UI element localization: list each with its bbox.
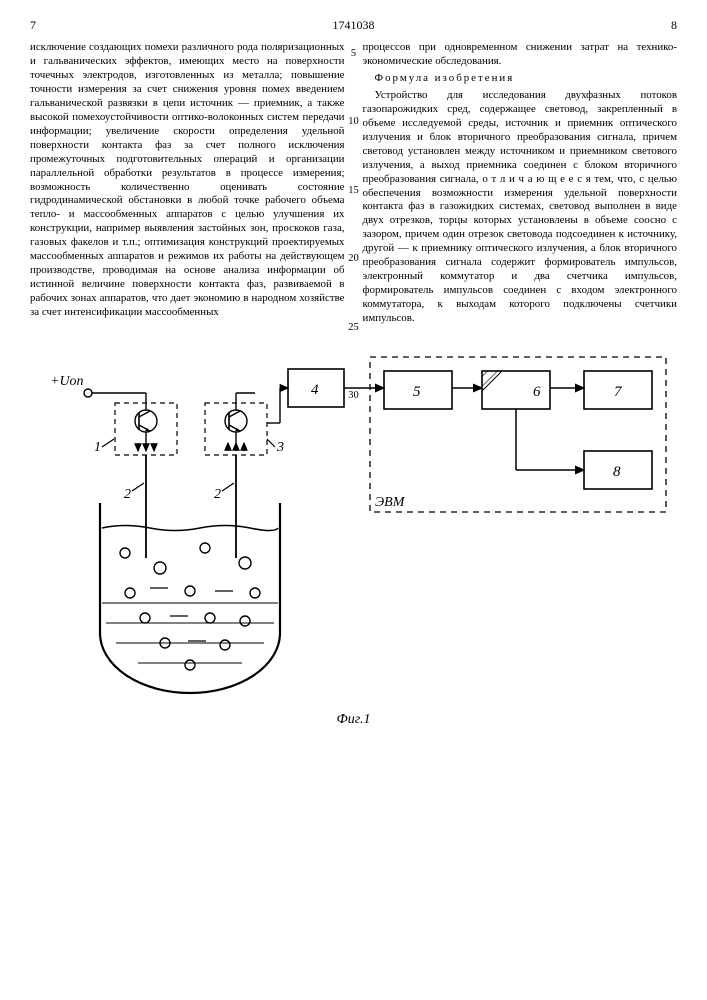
page-header: 7 1741038 8 xyxy=(30,18,677,33)
line-number-gutter: 5 10 15 20 25 30 xyxy=(348,47,359,403)
callout-3: 3 xyxy=(276,440,284,455)
body-paragraph: Устройство для исследования двухфазных п… xyxy=(363,89,678,326)
block-6-label: 6 xyxy=(533,384,541,400)
emitter-block xyxy=(115,399,177,455)
line-number: 30 xyxy=(348,389,359,402)
line-number: 20 xyxy=(348,252,359,265)
document-number: 1741038 xyxy=(70,18,637,33)
page-number-right: 8 xyxy=(637,18,677,33)
two-column-text: 5 10 15 20 25 30 исключение создающих по… xyxy=(30,41,677,329)
left-column: исключение создающих помехи различного р… xyxy=(30,41,345,329)
line-number: 5 xyxy=(351,47,356,60)
section-title: Формула изобретения xyxy=(363,72,678,86)
evm-label: ЭВМ xyxy=(375,495,406,510)
figure-caption: Фиг.1 xyxy=(30,712,677,728)
line-number: 15 xyxy=(348,184,359,197)
callout-2a: 2 xyxy=(124,487,131,502)
line-number: 10 xyxy=(348,115,359,128)
block-8-label: 8 xyxy=(613,464,621,480)
callout-1: 1 xyxy=(94,440,101,455)
block-4-label: 4 xyxy=(311,382,319,398)
right-column: процессов при одновременном снижении зат… xyxy=(363,41,678,329)
callout-2b: 2 xyxy=(214,487,221,502)
voltage-label: +Uоп xyxy=(50,374,84,389)
body-paragraph: исключение создающих помехи различного р… xyxy=(30,41,345,320)
body-paragraph: процессов при одновременном снижении зат… xyxy=(363,41,678,69)
receiver-block xyxy=(205,399,267,455)
page-number-left: 7 xyxy=(30,18,70,33)
line-number: 25 xyxy=(348,321,359,334)
block-5-label: 5 xyxy=(413,384,421,400)
